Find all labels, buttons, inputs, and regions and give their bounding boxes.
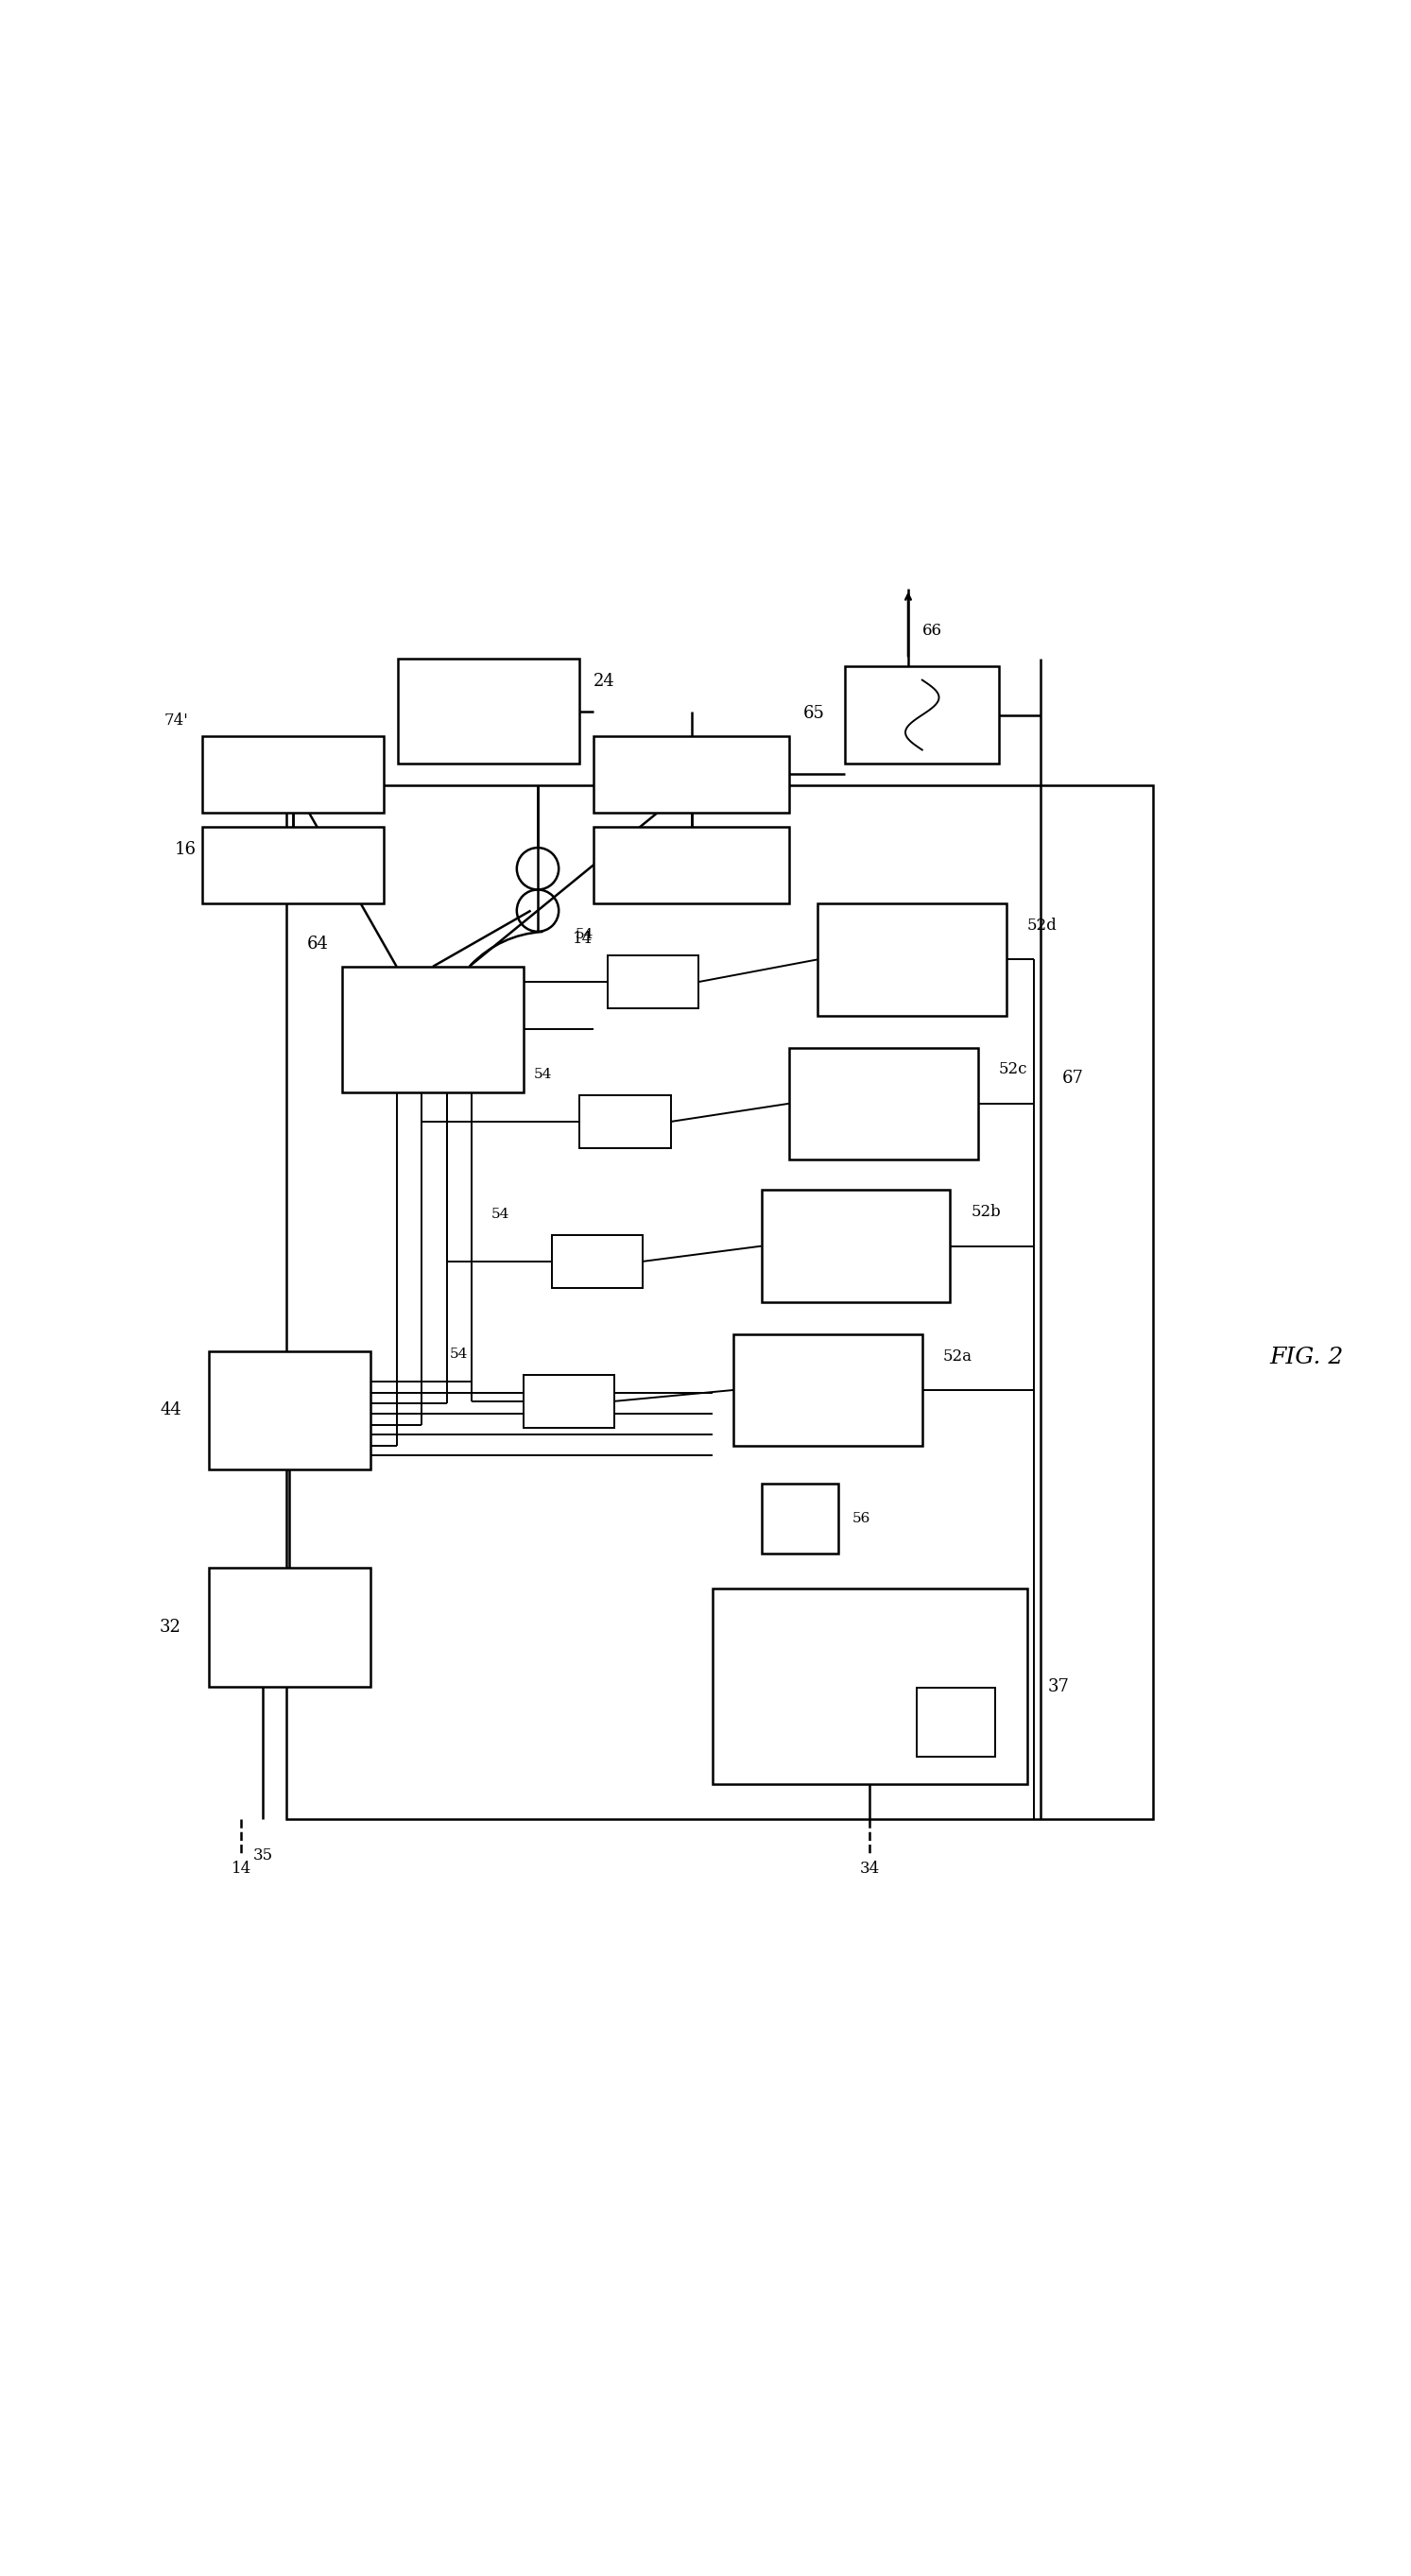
Text: 34: 34 — [859, 1860, 880, 1878]
Text: 14: 14 — [231, 1860, 251, 1878]
Text: 67: 67 — [1062, 1069, 1084, 1087]
Text: 54: 54 — [450, 1347, 468, 1360]
Bar — [713, 1589, 1027, 1785]
Text: 24: 24 — [594, 672, 615, 690]
Bar — [762, 1484, 838, 1553]
Text: 64: 64 — [306, 935, 329, 953]
Bar — [734, 1334, 923, 1445]
Bar — [209, 1569, 370, 1687]
Bar — [762, 1190, 950, 1301]
Text: 52c: 52c — [999, 1061, 1027, 1077]
Text: 35: 35 — [253, 1847, 272, 1862]
Bar — [917, 1687, 996, 1757]
Bar — [398, 659, 580, 765]
Text: 66: 66 — [923, 623, 943, 639]
Text: 52a: 52a — [943, 1347, 972, 1365]
Text: 32: 32 — [159, 1618, 181, 1636]
Bar — [202, 827, 384, 904]
Text: 44: 44 — [159, 1401, 181, 1419]
Text: 16: 16 — [175, 840, 196, 858]
Text: 52d: 52d — [1027, 917, 1057, 933]
Bar — [817, 904, 1006, 1015]
Bar — [286, 786, 1153, 1819]
Bar — [552, 1234, 642, 1288]
Text: 14: 14 — [573, 930, 593, 945]
Bar — [789, 1048, 978, 1159]
Bar — [580, 1095, 670, 1149]
Text: 54: 54 — [533, 1066, 552, 1082]
Text: 56: 56 — [852, 1512, 871, 1525]
Text: 37: 37 — [1048, 1677, 1070, 1695]
Bar — [523, 1376, 615, 1427]
Text: 52b: 52b — [971, 1203, 1000, 1221]
Text: FIG. 2: FIG. 2 — [1270, 1347, 1343, 1368]
Text: 54: 54 — [576, 927, 594, 940]
Bar — [845, 667, 999, 765]
Bar — [209, 1350, 370, 1471]
Text: 74': 74' — [164, 714, 188, 729]
Bar — [594, 737, 789, 814]
Bar — [341, 966, 523, 1092]
Bar — [202, 737, 384, 814]
Bar — [608, 956, 698, 1007]
Bar — [594, 827, 789, 904]
Text: 54: 54 — [491, 1208, 509, 1221]
Text: 65: 65 — [803, 706, 825, 721]
